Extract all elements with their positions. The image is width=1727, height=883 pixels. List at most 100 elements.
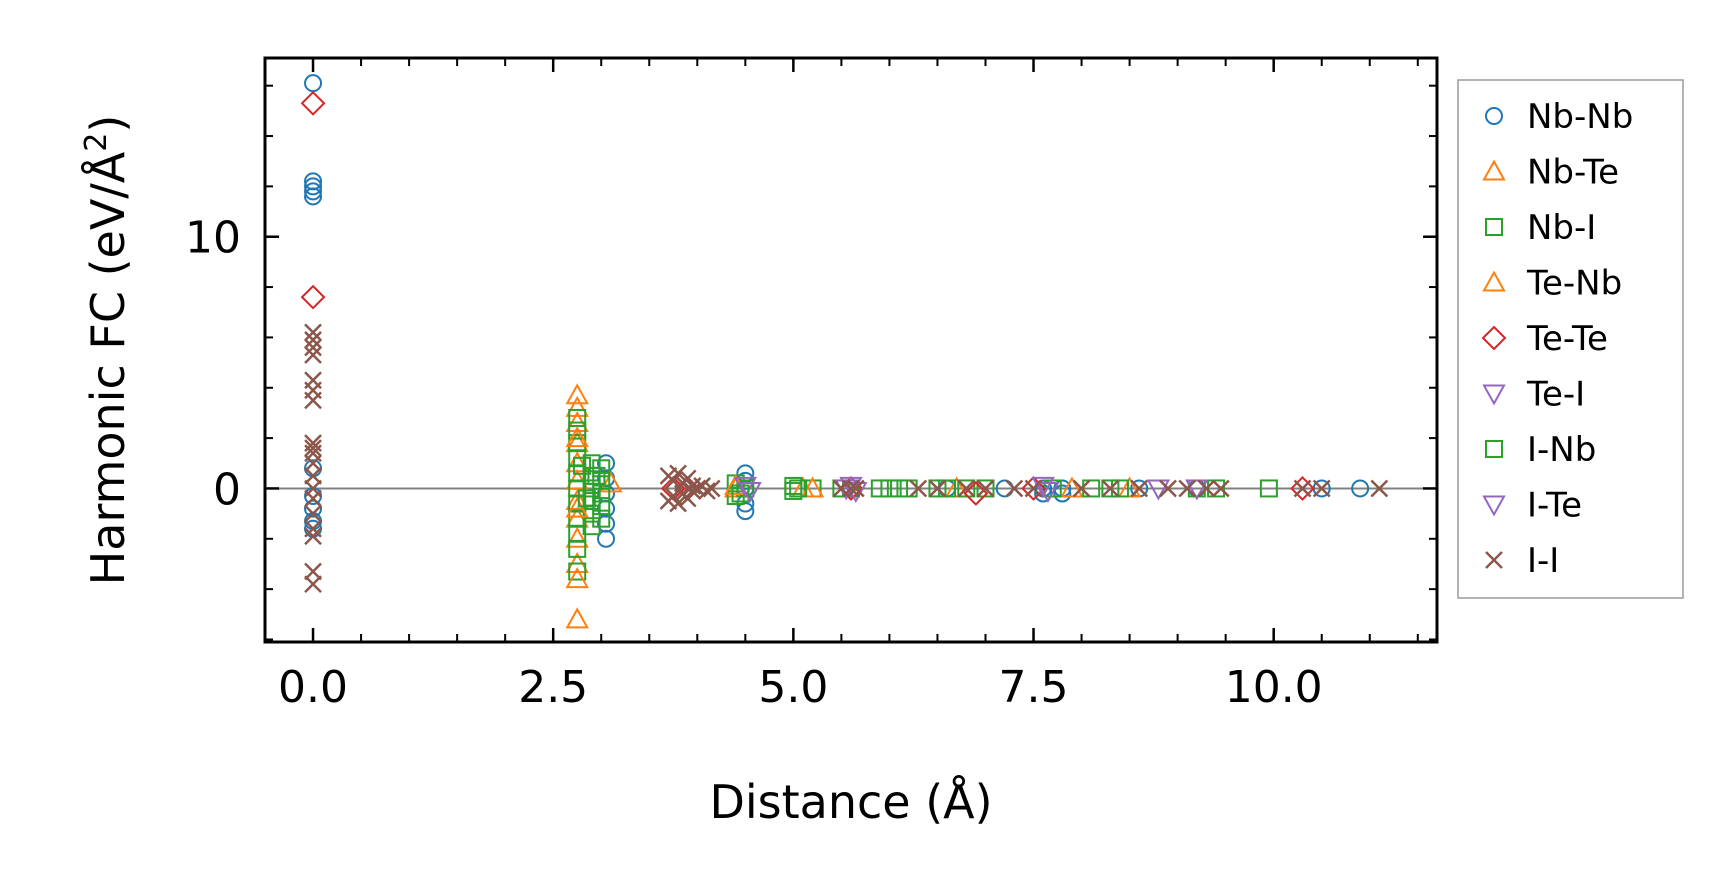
point-i-i	[304, 331, 322, 349]
point-i-i	[683, 482, 702, 500]
point-i-i	[702, 479, 721, 498]
point-nb-i	[1101, 479, 1120, 498]
point-i-i-stroke-b	[909, 479, 928, 498]
point-i-i	[669, 494, 687, 513]
point-te-te	[1290, 476, 1315, 501]
point-i-i-stroke-b	[846, 479, 865, 498]
point-i-i	[1197, 479, 1216, 498]
point-i-i-stroke-b	[683, 482, 702, 500]
point-i-i	[304, 338, 322, 357]
point-nb-i	[870, 479, 889, 498]
point-i-i	[304, 439, 322, 458]
point-nb-nb	[304, 182, 323, 201]
point-nb-i	[880, 479, 899, 498]
legend-label-nb-te: Nb-Te	[1527, 153, 1619, 193]
point-i-i-stroke-b	[1024, 479, 1043, 498]
point-i-i	[304, 489, 322, 508]
point-i-i-stroke-b	[304, 338, 322, 357]
legend: Nb-Nb Nb-Te Nb-I Te-Nb Te-Te Te-I I-Nb I-Te I-I	[1457, 79, 1684, 599]
point-i-i	[304, 504, 322, 523]
point-te-te	[300, 284, 326, 310]
point-i-i-stroke-b	[1178, 479, 1197, 498]
point-i-i-stroke-b	[1211, 479, 1230, 498]
point-nb-i	[592, 509, 611, 528]
plot-frame	[263, 56, 1439, 644]
y-axis-label-main: Harmonic FC (eV/Å	[81, 151, 135, 585]
point-nb-nb	[736, 502, 755, 521]
point-nb-nb	[304, 177, 323, 196]
point-i-i	[1024, 479, 1043, 498]
point-i-i	[1005, 479, 1024, 498]
point-nb-i	[568, 408, 587, 427]
point-nb-te	[565, 526, 589, 548]
point-i-i	[304, 454, 322, 473]
legend-label-te-i: Te-I	[1526, 375, 1585, 415]
legend-label-nb-nb: Nb-Nb	[1527, 97, 1633, 137]
point-i-i-stroke-b	[304, 489, 322, 508]
point-i-i-stroke-b	[928, 479, 947, 498]
point-nb-te	[565, 383, 589, 405]
point-i-i	[1370, 479, 1389, 498]
y-tick-label: 0	[213, 464, 241, 515]
point-nb-i	[1259, 479, 1278, 498]
point-te-te	[1021, 476, 1046, 501]
point-i-i-stroke-b	[669, 464, 687, 483]
point-i-i	[304, 391, 322, 410]
point-i-i-stroke-b	[1197, 479, 1216, 498]
point-nb-i	[957, 479, 976, 498]
point-i-i	[669, 464, 687, 483]
legend-marker-i-i	[1485, 551, 1503, 569]
point-nb-i	[568, 539, 587, 558]
point-i-i-stroke-b	[1072, 479, 1091, 498]
point-i-i-stroke-b	[304, 331, 322, 349]
point-nb-i	[784, 481, 803, 500]
point-i-i-stroke-b	[702, 479, 721, 498]
legend-label-nb-i: Nb-I	[1527, 208, 1596, 248]
y-axis-label-superscript: 2	[79, 133, 114, 152]
point-i-i-stroke-b	[1312, 479, 1331, 498]
x-tick-label: 2.5	[518, 662, 588, 713]
x-tick-label: 7.5	[999, 662, 1069, 713]
point-i-i-stroke-b	[678, 469, 697, 488]
point-i-i-stroke-b	[304, 519, 322, 538]
point-i-i-stroke-b	[1130, 479, 1149, 498]
point-i-i	[957, 479, 976, 498]
point-nb-i	[976, 479, 995, 498]
point-nb-te	[565, 395, 589, 417]
point-i-i-stroke-b	[304, 323, 322, 342]
point-te-i	[1185, 479, 1209, 501]
point-nb-te	[1060, 476, 1084, 498]
point-nb-i	[928, 479, 947, 498]
axis-ticks-layer: 0.0 2.5 5.0 7.5 10.0 0 10	[185, 58, 1437, 713]
point-i-i-stroke-b	[304, 391, 322, 410]
point-i-i-stroke-b	[304, 454, 322, 473]
point-i-i	[1072, 479, 1091, 498]
point-i-i-stroke-b	[669, 494, 687, 513]
point-i-i-stroke-b	[304, 527, 322, 546]
legend-marker-te-te	[1481, 325, 1507, 351]
point-i-i	[1101, 479, 1120, 498]
x-tick-label: 0.0	[278, 662, 348, 713]
point-i-nb	[577, 489, 596, 508]
legend-label-i-te: I-Te	[1527, 486, 1582, 526]
point-i-i-stroke-b	[976, 479, 995, 498]
y-axis-label: Harmonic FC (eV/Å2)	[79, 115, 135, 586]
point-nb-te	[944, 476, 969, 498]
legend-marker-i-nb	[1485, 440, 1503, 458]
point-i-i-stroke-b	[304, 346, 322, 364]
legend-marker-nb-i	[1485, 218, 1503, 236]
point-i-i	[304, 466, 322, 485]
point-te-nb	[565, 496, 589, 518]
point-i-nb	[789, 479, 808, 498]
legend-marker-i-i-stroke-b	[1485, 551, 1503, 569]
point-nb-i	[568, 421, 587, 440]
point-i-te	[1036, 481, 1060, 504]
point-i-i	[1130, 479, 1149, 498]
point-i-i-stroke-b	[304, 575, 322, 593]
legend-marker-te-nb	[1482, 270, 1506, 292]
point-nb-te	[565, 607, 589, 629]
point-i-i-stroke-b	[688, 479, 707, 498]
point-i-i	[1312, 479, 1331, 498]
point-i-nb	[573, 456, 592, 475]
